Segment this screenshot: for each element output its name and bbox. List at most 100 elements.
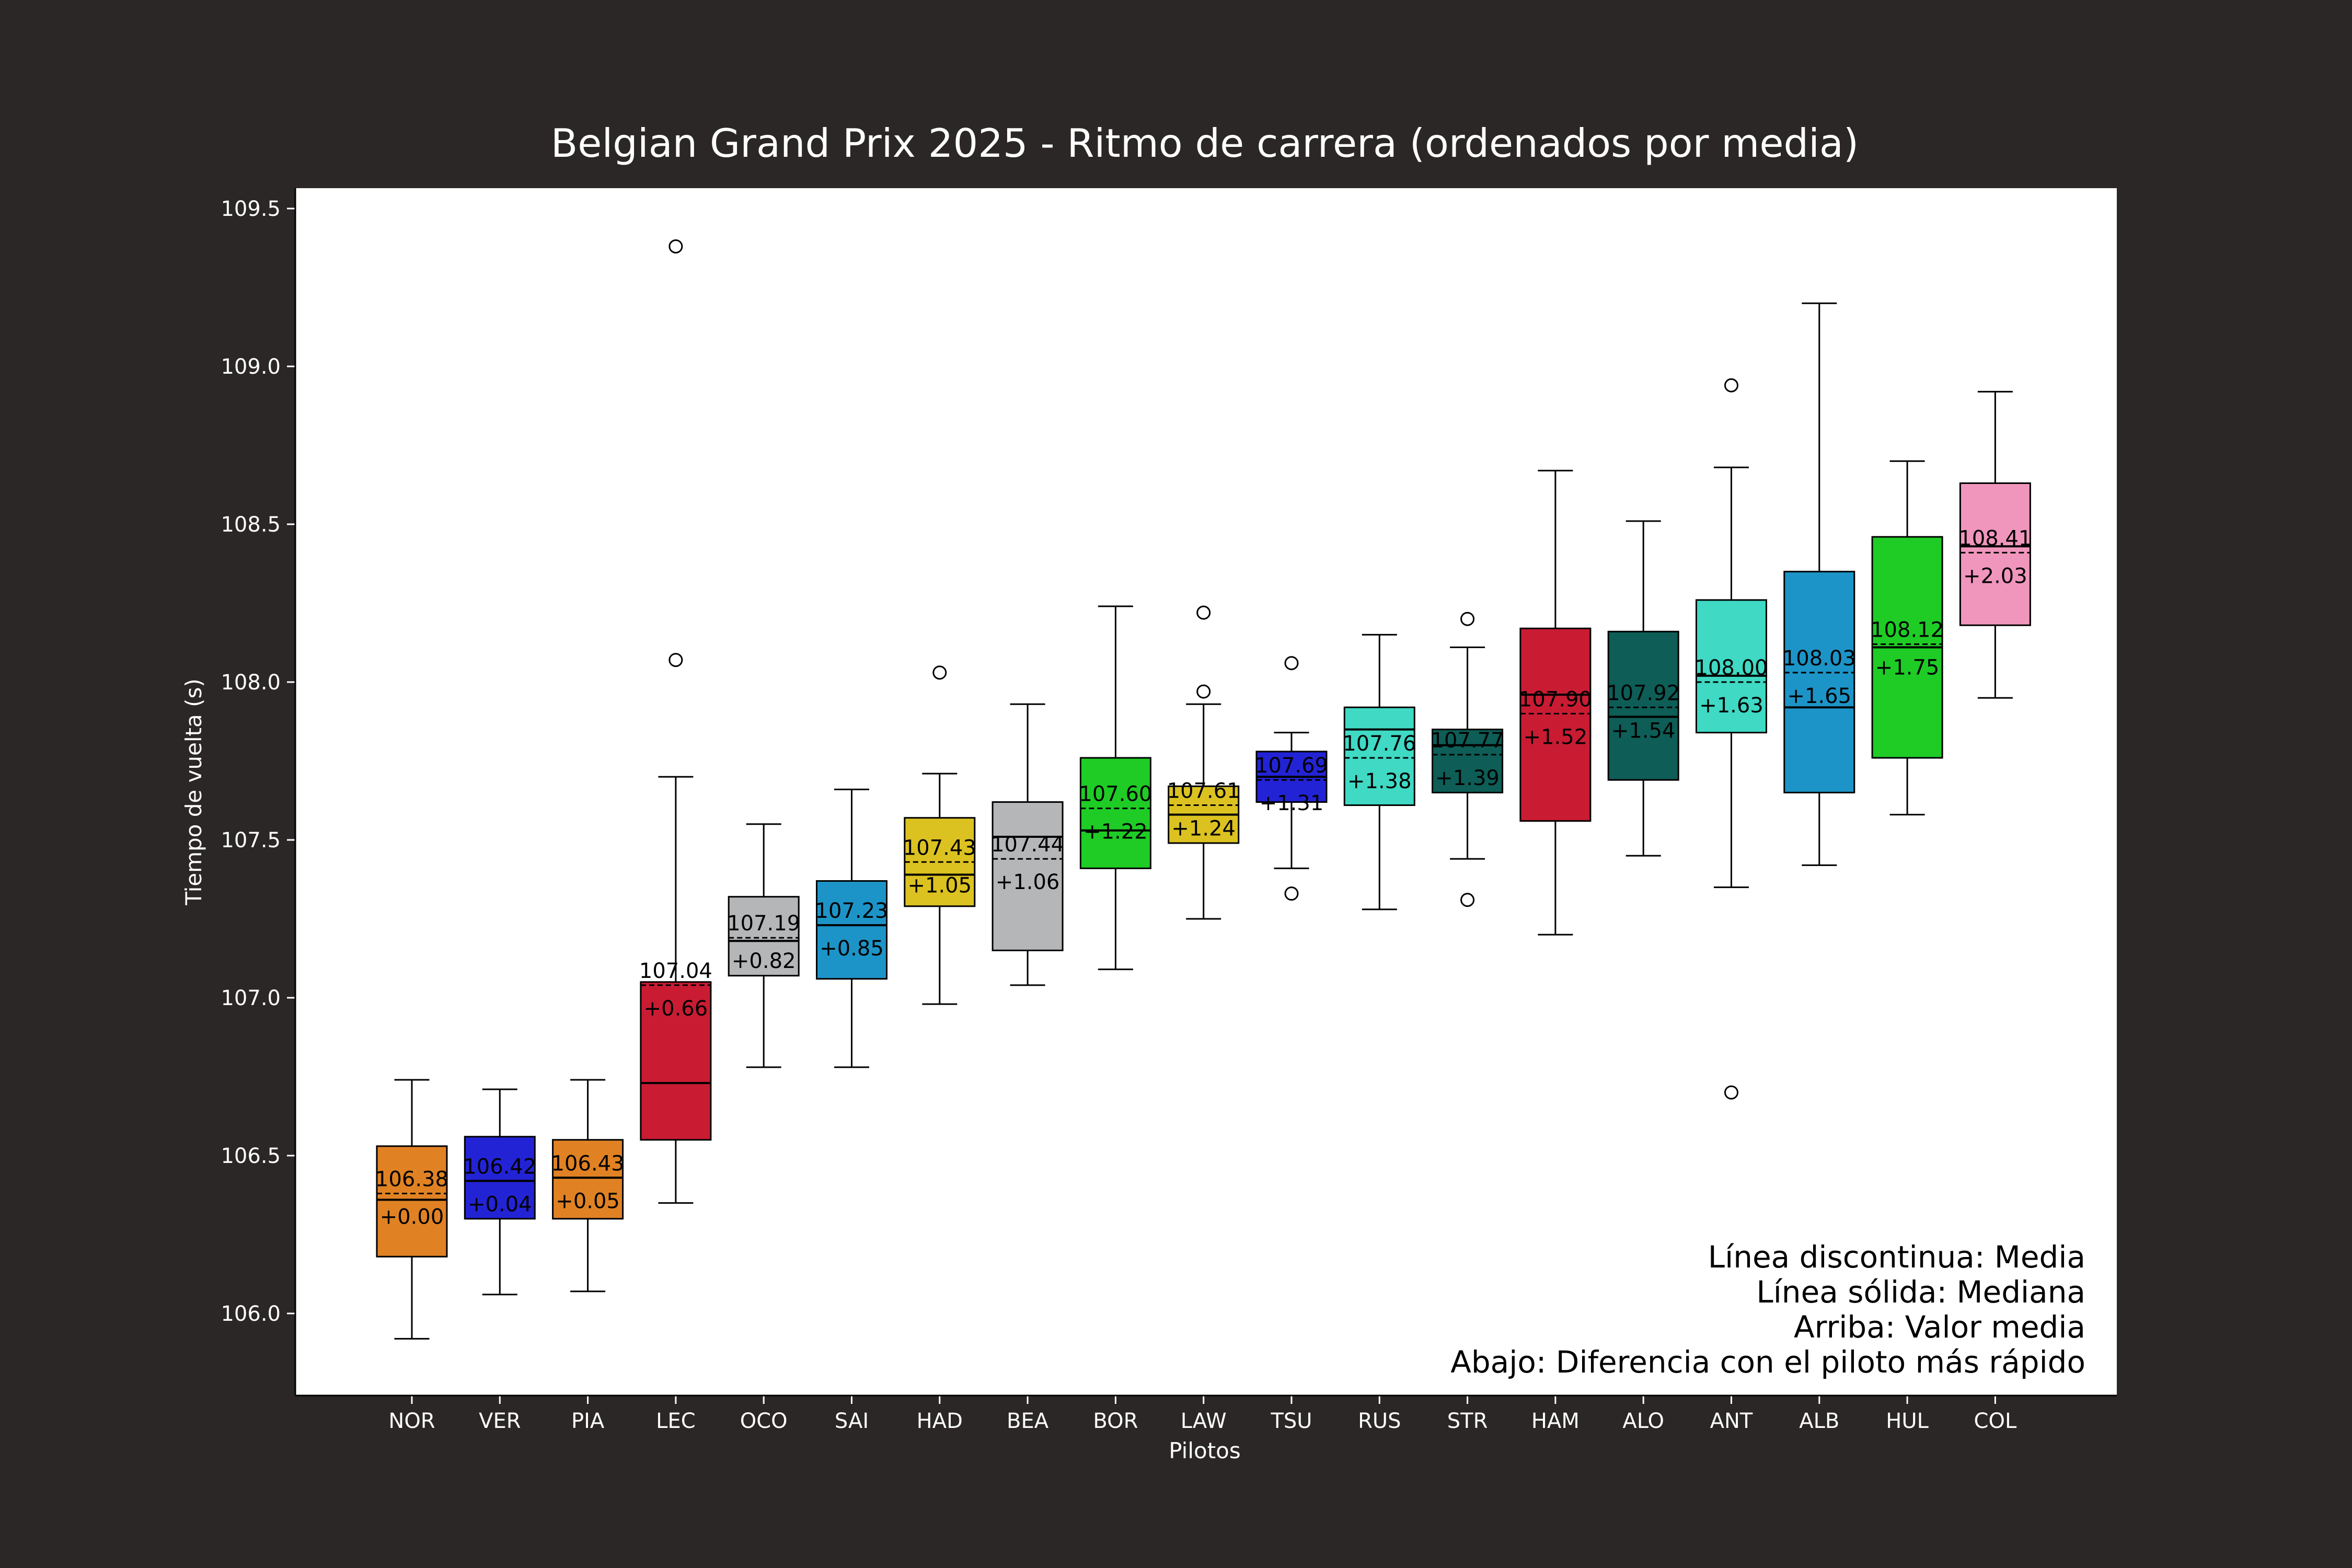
y-axis: 106.0 106.5 107.0 107.5 108.0 108.5 109.0 109.5 [221,197,295,1326]
outlier-point [668,653,683,667]
delta-label: +1.52 [1524,725,1588,749]
mean-value-label: 106.38 [375,1167,448,1191]
mean-value-label: 107.77 [1431,729,1504,753]
mean-value-label: 106.42 [463,1155,536,1179]
mean-value-label: 107.60 [1079,782,1152,806]
outlier-point [1196,605,1211,620]
y-tick-label: 109.0 [221,355,281,379]
iqr-box [376,1145,448,1258]
iqr-box [728,896,800,977]
delta-label: +0.85 [820,937,884,961]
driver-box-bea: 107.44 +1.06 [991,703,1064,986]
iqr-box [1432,729,1504,793]
legend-note-bottom-diff: Abajo: Diferencia con el piloto más rápi… [1450,1344,2085,1380]
delta-label: +2.03 [1963,564,2027,588]
mean-value-label: 108.03 [1783,647,1856,671]
outlier-point [1196,684,1211,699]
x-axis-label: Pilotos [1169,1438,1240,1463]
delta-label: +1.75 [1875,656,1940,680]
delta-label: +1.54 [1611,719,1676,743]
mean-value-label: 107.90 [1519,687,1592,711]
x-axis: NOR VER PIA LEC OCO SAI HAD BEA BOR LAW TSU RUS STR H… [388,1396,2017,1433]
iqr-box [1959,482,2031,626]
delta-label: +0.00 [380,1205,444,1229]
driver-box-tsu: 107.69 +1.31 [1255,656,1328,901]
driver-box-ver: 106.42 +0.04 [463,1088,536,1296]
y-tick-label: 106.0 [221,1302,281,1326]
delta-label: +1.06 [996,870,1060,894]
y-tick-label: 109.5 [221,197,281,221]
outlier-point [1284,886,1299,901]
outlier-point [1724,1085,1738,1100]
driver-box-hul: 108.12 +1.75 [1871,460,1944,816]
mean-value-label: 107.44 [991,833,1064,857]
driver-box-ant: 108.00 +1.63 [1695,378,1768,1100]
iqr-box [1607,630,1679,781]
x-tick-label: HUL [1886,1409,1929,1433]
chart-title: Belgian Grand Prix 2025 - Ritmo de carre… [551,120,1859,166]
driver-box-bor: 107.60 +1.22 [1079,605,1152,971]
iqr-box [991,801,1064,951]
delta-label: +1.31 [1260,791,1324,815]
delta-label: +1.38 [1347,769,1412,793]
x-tick-label: TSU [1270,1409,1312,1433]
iqr-box [1696,599,1767,734]
x-tick-label: NOR [388,1409,435,1433]
driver-box-pia: 106.43 +0.05 [551,1079,625,1293]
y-tick-label: 108.5 [221,513,281,537]
mean-value-label: 107.43 [903,836,976,860]
driver-box-str: 107.77 +1.39 [1431,612,1504,907]
legend-note-mean: Línea discontinua: Media [1708,1239,2085,1275]
outlier-point [1284,656,1299,671]
x-tick-label: ANT [1710,1409,1753,1433]
iqr-box [640,981,712,1141]
iqr-box [464,1136,536,1220]
y-axis-label: Tiempo de vuelta (s) [181,678,206,906]
x-tick-label: PIA [571,1409,605,1433]
delta-label: +1.65 [1788,684,1852,708]
iqr-box [1343,706,1415,806]
x-tick-label: SAI [835,1409,869,1433]
iqr-box [552,1139,624,1220]
delta-label: +0.05 [556,1189,620,1213]
legend-notes: Línea discontinua: Media Línea sólida: M… [1450,1239,2085,1380]
iqr-box [1079,757,1151,869]
x-tick-label: BEA [1007,1409,1049,1433]
outlier-point [1460,893,1475,907]
driver-box-ham: 107.90 +1.52 [1519,469,1592,936]
x-tick-label: OCO [740,1409,788,1433]
x-tick-label: LAW [1181,1409,1227,1433]
x-tick-label: BOR [1093,1409,1138,1433]
outlier-point [1460,612,1475,626]
delta-label: +1.05 [908,873,972,897]
mean-value-label: 107.04 [639,959,712,983]
x-tick-label: HAD [917,1409,963,1433]
x-tick-label: STR [1447,1409,1488,1433]
mean-value-label: 108.00 [1695,656,1768,680]
driver-box-lec: 107.04 +0.66 [639,239,712,1204]
mean-value-label: 107.92 [1607,681,1680,705]
outlier-point [668,239,683,253]
x-tick-label: RUS [1358,1409,1401,1433]
mean-value-label: 106.43 [551,1151,625,1175]
iqr-box [816,880,887,980]
iqr-box [1783,571,1855,793]
mean-value-label: 108.41 [1958,526,2032,550]
driver-box-alb: 108.03 +1.65 [1783,302,1856,866]
legend-note-median: Línea sólida: Mediana [1756,1274,2085,1310]
driver-box-col: 108.41 +2.03 [1958,390,2032,699]
x-tick-label: ALO [1622,1409,1664,1433]
delta-label: +0.82 [732,949,796,973]
delta-label: +1.39 [1435,766,1500,790]
delta-label: +0.04 [468,1192,532,1216]
iqr-box [1519,627,1592,822]
mean-value-label: 107.69 [1255,754,1328,778]
y-tick-label: 106.5 [221,1144,281,1168]
mean-value-label: 107.19 [727,912,800,936]
delta-label: +0.66 [644,997,708,1021]
box-series: 106.38 +0.00 106.42 +0.04 106.43 +0.05 107.04 +… [375,239,2032,1340]
mean-value-label: 108.12 [1871,618,1944,642]
y-tick-label: 107.5 [221,828,281,852]
legend-note-top-value: Arriba: Valor media [1794,1309,2085,1345]
